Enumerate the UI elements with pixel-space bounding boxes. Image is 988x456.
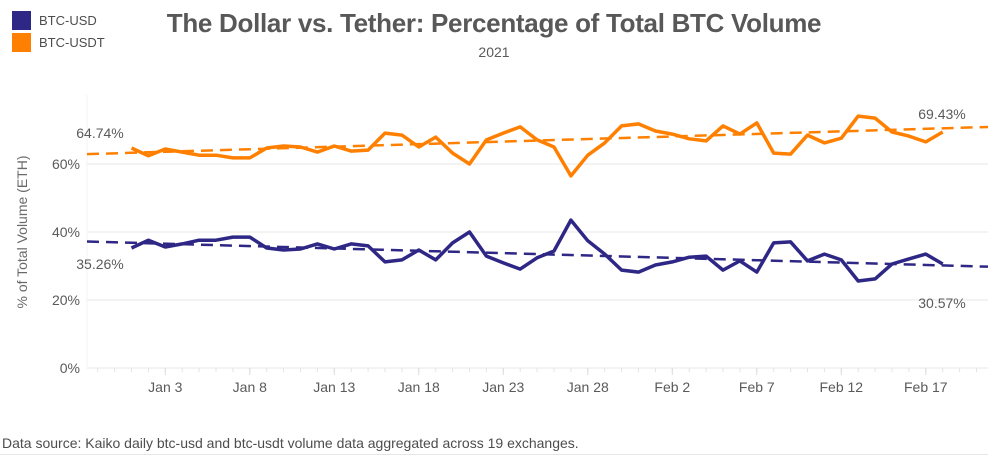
x-tick-label: Jan 18 [398, 379, 440, 395]
data-label: 35.26% [76, 256, 123, 272]
y-tick-label: 40% [52, 224, 80, 240]
x-tick-label: Jan 28 [567, 379, 609, 395]
x-tick-label: Jan 3 [148, 379, 182, 395]
series-line-btc-usd [130, 218, 944, 283]
data-label: 64.74% [76, 125, 123, 141]
annotations: 64.74% 69.43% 35.26% 30.57% [76, 106, 965, 311]
y-tick-label: 0% [60, 360, 80, 376]
y-axis: 0% 20% 40% 60% [52, 156, 80, 376]
y-axis-title: % of Total Volume (ETH) [14, 155, 30, 308]
x-tick-label: Jan 23 [482, 379, 524, 395]
x-tick-label: Feb 12 [820, 379, 864, 395]
x-tick-label: Jan 13 [313, 379, 355, 395]
y-tick-label: 20% [52, 292, 80, 308]
legend-label-btc-usdt: BTC-USDT [39, 34, 105, 50]
y-tick-label: 60% [52, 156, 80, 172]
x-tick-label: Feb 2 [654, 379, 690, 395]
data-label: 30.57% [918, 295, 965, 311]
trend-line-btc-usdt [86, 125, 988, 156]
legend-item-btc-usd[interactable]: BTC-USD [12, 9, 105, 31]
trend-line-btc-usd [86, 240, 988, 268]
series-line-btc-usdt [130, 114, 944, 178]
legend-swatch-btc-usd [12, 10, 31, 30]
legend-swatch-btc-usdt [12, 32, 31, 52]
x-axis: Jan 3 Jan 8 Jan 13 Jan 18 Jan 23 Jan 28 Feb 2 F… [97, 368, 977, 395]
gridlines [86, 95, 988, 369]
x-tick-label: Jan 8 [233, 379, 267, 395]
trend-lines [86, 125, 988, 268]
chart-title: The Dollar vs. Tether: Percentage of Tot… [166, 8, 822, 38]
data-label: 69.43% [918, 106, 965, 122]
chart-subtitle: 2021 [478, 44, 510, 60]
x-tick-label: Feb 7 [739, 379, 775, 395]
x-tick-label: Feb 17 [904, 379, 948, 395]
legend-label-btc-usd: BTC-USD [39, 12, 97, 28]
footer-divider [0, 454, 988, 455]
legend-item-btc-usdt[interactable]: BTC-USDT [12, 31, 105, 53]
data-source-note: Data source: Kaiko daily btc-usd and btc… [2, 435, 579, 451]
series-lines [130, 114, 944, 283]
chart-legend: BTC-USD BTC-USDT [12, 9, 105, 53]
